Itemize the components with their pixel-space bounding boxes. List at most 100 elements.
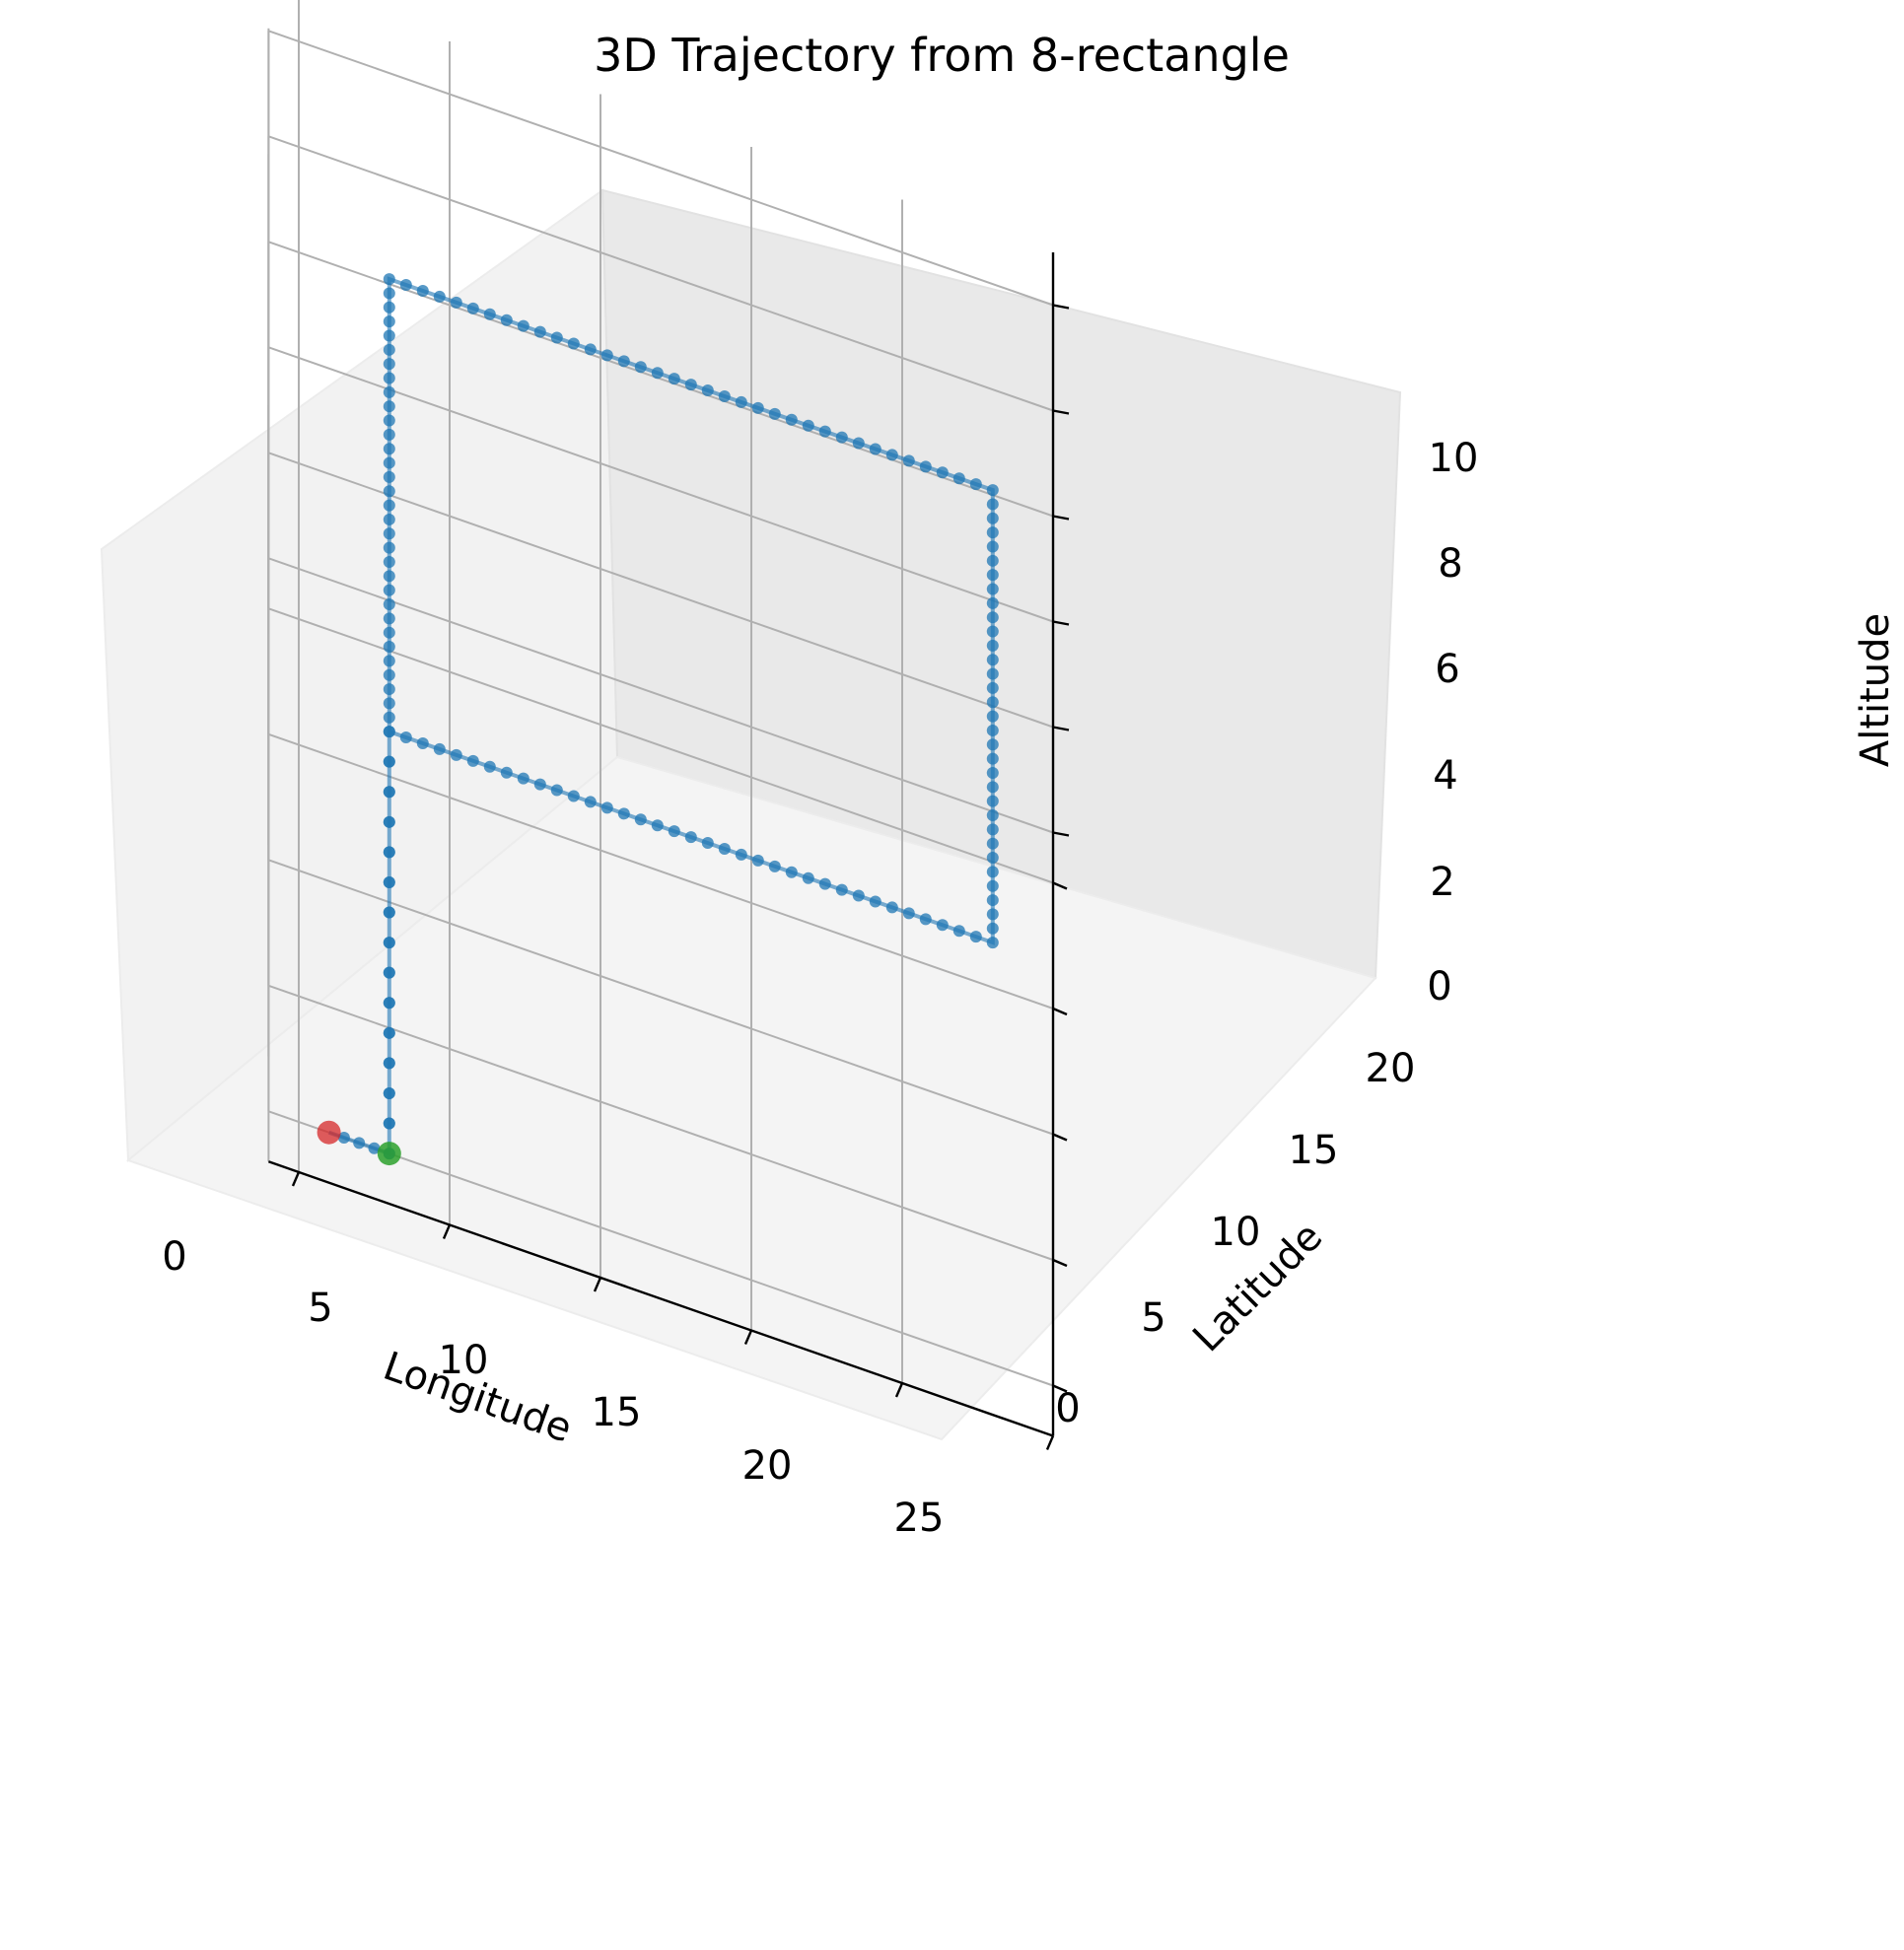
- trajectory-point: [869, 443, 881, 455]
- trajectory-point: [383, 875, 395, 888]
- trajectory-point: [986, 625, 999, 638]
- trajectory-point: [383, 414, 395, 427]
- trajectory-point: [383, 726, 395, 738]
- trajectory-series: [327, 273, 999, 1160]
- trajectory-point: [986, 752, 999, 765]
- trajectory-point: [869, 895, 881, 908]
- latitude-ticks: 0 5 10 15 20: [1055, 1046, 1415, 1431]
- trajectory-point: [383, 385, 395, 398]
- trajectory-point: [952, 472, 965, 485]
- trajectory-point: [668, 373, 680, 385]
- y-tick-label: 10: [1211, 1210, 1261, 1255]
- trajectory-point: [450, 296, 462, 309]
- y-tick-mark: [1052, 1258, 1068, 1268]
- trajectory-point: [383, 315, 395, 328]
- x-axis-line: [268, 1160, 1054, 1437]
- grid-lines: [267, 0, 1054, 1436]
- trajectory-point: [383, 372, 395, 384]
- trajectory-point: [902, 454, 915, 467]
- y-tick-label: 20: [1366, 1046, 1416, 1091]
- trajectory-point: [383, 697, 395, 710]
- x-tick-mark: [593, 1277, 602, 1292]
- trajectory-point: [584, 343, 597, 356]
- start-point-marker: [377, 1142, 401, 1166]
- trajectory-point: [383, 301, 395, 313]
- trajectory-point: [383, 641, 395, 654]
- trajectory-point: [383, 937, 395, 949]
- x-tick-mark: [291, 1171, 301, 1187]
- trajectory-point: [383, 966, 395, 979]
- trajectory-point: [684, 831, 697, 844]
- trajectory-point: [517, 772, 529, 785]
- trajectory-point: [383, 815, 395, 828]
- trajectory-point: [718, 389, 731, 402]
- x-tick-mark: [442, 1224, 452, 1239]
- trajectory-point: [986, 937, 999, 949]
- z-tick-mark: [1052, 620, 1070, 626]
- trajectory-point: [986, 611, 999, 624]
- trajectory-point: [919, 913, 932, 926]
- trajectory-point: [383, 755, 395, 768]
- trajectory-point: [500, 766, 513, 779]
- trajectory-point: [718, 842, 731, 855]
- trajectory-point: [852, 889, 865, 902]
- grid-line: [268, 607, 1054, 884]
- trajectory-point: [785, 866, 798, 878]
- trajectory-point: [986, 654, 999, 666]
- grid-line: [268, 135, 1054, 412]
- longitude-ticks: 0 5 10 15 20 25: [162, 1234, 944, 1541]
- trajectory-point: [617, 807, 630, 820]
- trajectory-point: [802, 419, 814, 432]
- trajectory-point: [383, 668, 395, 681]
- x-tick-mark: [894, 1382, 904, 1398]
- trajectory-point: [383, 400, 395, 413]
- trajectory-point: [818, 425, 831, 438]
- trajectory-point: [466, 302, 479, 314]
- trajectory-point: [483, 760, 496, 773]
- trajectory-point: [337, 1132, 350, 1145]
- trajectory-point: [986, 837, 999, 850]
- trajectory-point: [835, 431, 848, 444]
- trajectory-point: [735, 395, 747, 408]
- trajectory-point: [902, 907, 915, 920]
- trajectory-point: [383, 612, 395, 625]
- trajectory-point: [416, 284, 429, 297]
- trajectory-point: [383, 1117, 395, 1130]
- trajectory-point: [383, 456, 395, 469]
- trajectory-point: [986, 667, 999, 680]
- trajectory-point: [986, 781, 999, 794]
- trajectory-point: [383, 541, 395, 554]
- z-tick-mark: [1052, 726, 1070, 731]
- trajectory-point: [835, 883, 848, 896]
- trajectory-point: [986, 583, 999, 595]
- trajectory-point: [986, 852, 999, 865]
- z-tick-label: 10: [1429, 436, 1479, 481]
- trajectory-point: [383, 786, 395, 799]
- trajectory-point: [383, 570, 395, 583]
- trajectory-point: [383, 1026, 395, 1039]
- x-tick-mark: [743, 1330, 753, 1345]
- trajectory-point: [383, 485, 395, 498]
- z-tick-label: 2: [1430, 860, 1454, 905]
- trajectory-point: [353, 1137, 366, 1149]
- z-tick-label: 4: [1433, 753, 1457, 799]
- trajectory-point: [383, 329, 395, 342]
- trajectory-point: [701, 384, 714, 397]
- trajectory-point: [651, 367, 664, 380]
- trajectory-point: [919, 460, 932, 473]
- trajectory-point: [986, 526, 999, 539]
- trajectory-point: [383, 683, 395, 696]
- trajectory-point: [383, 428, 395, 441]
- trajectory-point: [986, 724, 999, 736]
- trajectory-point: [986, 639, 999, 652]
- trajectory-point: [802, 871, 814, 884]
- trajectory-point: [383, 711, 395, 724]
- grid-line: [268, 346, 1054, 623]
- x-tick-label: 25: [894, 1496, 945, 1541]
- y-tick-label: 5: [1141, 1295, 1165, 1341]
- y-tick-mark: [1052, 1007, 1068, 1016]
- trajectory-point: [399, 731, 412, 744]
- trajectory-point: [550, 784, 563, 797]
- trajectory-point: [701, 837, 714, 850]
